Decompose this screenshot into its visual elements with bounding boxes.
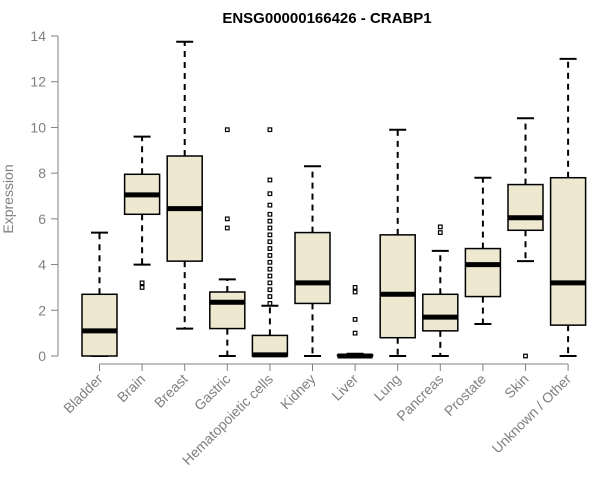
box-iqr [507,183,544,232]
outlier-point [267,211,273,217]
y-axis: 0 2 4 6 8 10 12 14 [30,28,59,364]
x-tick-label: Kidney [277,371,319,413]
outlier-point [139,280,145,286]
chart-title: ENSG00000166426 - CRABP1 [222,10,431,27]
x-tick-label: Bladder [60,371,106,417]
y-tick-label: 6 [38,211,46,227]
outlier-point [267,266,273,272]
x-tick-label: Brain [114,371,148,405]
box-liver [336,285,374,359]
box-gastric [209,127,246,357]
y-tick-label: 12 [30,74,46,90]
outlier-point [437,224,443,230]
outlier-point [352,317,358,322]
outlier-point [267,127,273,133]
y-tick-label: 10 [30,119,46,135]
outlier-point [267,191,273,197]
outlier-point [352,289,358,295]
y-tick-label: 2 [38,302,46,318]
box-iqr [81,293,118,357]
box-bladder [81,231,118,357]
box-lung [379,128,416,357]
outlier-point [267,202,273,208]
outlier-point [437,230,443,235]
y-axis-label: Expression [0,164,16,233]
outlier-point [267,253,273,258]
x-tick-label: Liver [328,371,361,404]
x-tick-label: Unknown / Other [489,371,575,457]
outlier-point [139,285,145,290]
outlier-point [523,353,528,359]
box-iqr [379,234,416,339]
y-tick-label: 14 [30,28,46,44]
x-tick-label: Breast [151,371,191,411]
x-tick-label: Skin [501,371,532,402]
outlier-point [267,239,273,245]
x-tick-label: Lung [370,371,403,404]
box-brain [123,135,161,290]
x-tick-label: Prostate [441,371,489,419]
box-iqr [294,231,331,305]
box-iqr [209,291,246,330]
box-pancreas [422,224,459,357]
box-iqr [464,247,502,298]
outlier-point [267,280,273,286]
box-series [81,40,587,359]
outlier-point [267,301,273,306]
y-tick-label: 0 [38,348,46,364]
box-kidney [294,165,331,357]
outlier-point [267,218,273,224]
y-tick-label: 8 [38,165,46,181]
outlier-point [352,330,358,336]
box-skin [507,117,544,359]
outlier-point [352,285,358,290]
box-iqr [422,293,459,332]
outlier-point [267,225,273,231]
box-unknown-other [549,57,587,357]
outlier-point [267,246,273,251]
outlier-point [267,259,273,265]
box-iqr [549,176,587,326]
outlier-point [224,127,230,133]
outlier-point [267,294,273,299]
outlier-point [267,232,273,238]
x-tick-label: Pancreas [393,371,446,424]
box-hematopoietic-cells [251,127,289,358]
outlier-point [267,273,273,279]
outlier-point [224,216,230,222]
outlier-point [267,287,273,293]
outlier-point [224,225,230,231]
outlier-point [267,177,273,183]
box-breast [166,40,203,330]
x-tick-label: Gastric [191,371,234,414]
box-prostate [464,176,502,325]
y-tick-label: 4 [38,257,46,273]
